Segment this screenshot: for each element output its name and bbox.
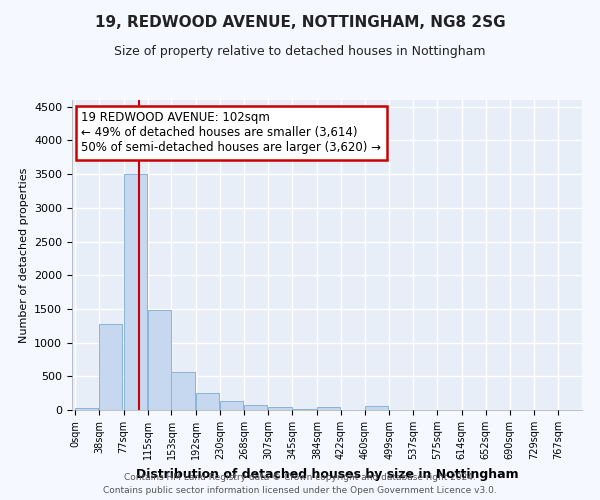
Bar: [99, 324, 122, 410]
Bar: [148, 310, 171, 410]
Bar: [365, 406, 388, 410]
Bar: [220, 401, 243, 410]
Bar: [317, 406, 340, 410]
Bar: [172, 372, 195, 410]
Bar: [268, 408, 292, 410]
Bar: [124, 174, 147, 410]
Bar: [244, 404, 267, 410]
Bar: [220, 401, 243, 410]
Text: Contains public sector information licensed under the Open Government Licence v3: Contains public sector information licen…: [103, 486, 497, 495]
Bar: [365, 406, 388, 410]
Bar: [244, 404, 267, 410]
Bar: [75, 408, 98, 410]
Bar: [196, 393, 220, 410]
Bar: [172, 372, 195, 410]
Bar: [75, 408, 98, 410]
Bar: [317, 406, 340, 410]
Text: 19, REDWOOD AVENUE, NOTTINGHAM, NG8 2SG: 19, REDWOOD AVENUE, NOTTINGHAM, NG8 2SG: [95, 15, 505, 30]
Y-axis label: Number of detached properties: Number of detached properties: [19, 168, 29, 342]
X-axis label: Distribution of detached houses by size in Nottingham: Distribution of detached houses by size …: [136, 468, 518, 480]
Text: 19 REDWOOD AVENUE: 102sqm
← 49% of detached houses are smaller (3,614)
50% of se: 19 REDWOOD AVENUE: 102sqm ← 49% of detac…: [82, 112, 382, 154]
Text: Size of property relative to detached houses in Nottingham: Size of property relative to detached ho…: [114, 45, 486, 58]
Bar: [292, 408, 316, 410]
Bar: [268, 408, 292, 410]
Bar: [148, 310, 171, 410]
Bar: [99, 324, 122, 410]
Bar: [196, 393, 220, 410]
Text: Contains HM Land Registry data © Crown copyright and database right 2024.: Contains HM Land Registry data © Crown c…: [124, 474, 476, 482]
Bar: [124, 174, 147, 410]
Bar: [292, 408, 316, 410]
